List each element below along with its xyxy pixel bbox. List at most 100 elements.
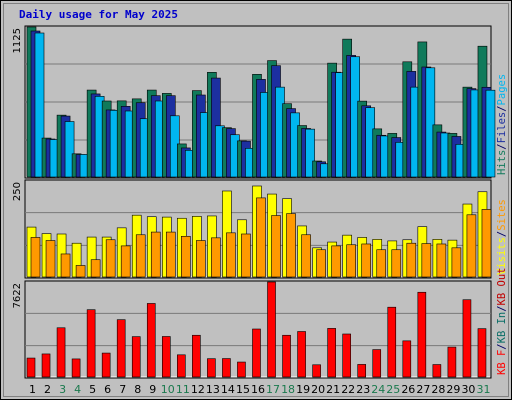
- x-tick-label-day-25: 25: [386, 383, 400, 396]
- x-tick-label-day-1: 1: [29, 383, 36, 396]
- bar-sites-day-23: [361, 243, 372, 278]
- legend-entry: Pages: [496, 74, 508, 106]
- legend-entry: Files: [496, 112, 508, 144]
- x-tick-label-day-23: 23: [356, 383, 370, 396]
- bar-sites-day-15: [241, 233, 251, 278]
- bar-sites-day-17: [271, 215, 281, 278]
- bar-kb-f-day-7: [116, 319, 126, 378]
- bar-sites-day-19: [301, 234, 311, 278]
- legend-entry: KB In: [496, 312, 508, 344]
- x-tick-label-day-4: 4: [74, 383, 81, 396]
- bar-kb-f-day-13: [207, 358, 216, 378]
- bar-sites-day-31: [481, 209, 492, 278]
- bar-kb-f-day-1: [26, 357, 36, 378]
- x-tick-label-day-20: 20: [311, 383, 325, 396]
- legend-kb: KB F/KB In/KB Out: [496, 268, 508, 376]
- bar-pages-day-31: [485, 89, 496, 178]
- bar-kb-f-day-18: [282, 334, 291, 378]
- legend-hits-files-pages: Hits/Files/Pages: [496, 74, 508, 175]
- bar-kb-f-day-20: [312, 364, 321, 378]
- y-axis-max-label: 250: [12, 182, 23, 201]
- bar-sites-day-25: [391, 249, 402, 278]
- bar-sites-day-3: [60, 253, 71, 278]
- x-tick-label-day-11: 11: [176, 383, 190, 396]
- bar-sites-day-4: [75, 265, 86, 278]
- bar-kb-f-day-14: [222, 358, 231, 378]
- x-tick-label-day-24: 24: [371, 383, 385, 396]
- bar-kb-f-day-2: [41, 353, 51, 378]
- bar-kb-f-day-23: [357, 364, 367, 378]
- x-tick-label-day-15: 15: [236, 383, 250, 396]
- y-axis-max-label: 1125: [12, 28, 23, 53]
- bar-kb-f-day-5: [86, 309, 96, 378]
- x-tick-label-day-16: 16: [251, 383, 265, 396]
- chart-panels: 1125 Hits/Files/Pages 250 Visits/Sites 7622 K…: [12, 25, 508, 379]
- bar-sites-day-12: [196, 240, 206, 278]
- bar-sites-day-2: [45, 240, 56, 278]
- bar-kb-f-day-6: [101, 352, 111, 378]
- legend-entry: KB Out: [496, 268, 508, 306]
- bar-kb-f-day-8: [131, 336, 141, 378]
- x-tick-label-day-8: 8: [134, 383, 141, 396]
- bar-sites-day-13: [211, 237, 221, 278]
- chart-title: Daily usage for May 2025: [19, 8, 178, 21]
- bar-kb-f-day-25: [387, 306, 397, 378]
- bar-sites-day-21: [331, 245, 341, 278]
- bar-kb-f-day-9: [146, 303, 156, 378]
- bar-kb-f-day-21: [327, 328, 336, 378]
- bar-kb-f-day-16: [252, 328, 261, 378]
- bar-kb-f-day-15: [237, 361, 246, 378]
- bar-pages-day-27: [425, 67, 436, 178]
- legend-visits-sites: Visits/Sites: [496, 199, 508, 275]
- bar-sites-day-27: [421, 243, 432, 278]
- bar-kb-f-day-17: [267, 281, 276, 378]
- bar-kb-f-day-24: [372, 349, 382, 378]
- bar-kb-f-day-19: [297, 331, 306, 378]
- x-tick-label-day-22: 22: [341, 383, 355, 396]
- bar-kb-f-day-26: [402, 340, 412, 378]
- bar-kb-f-day-12: [192, 334, 201, 378]
- bar-kb-f-day-4: [71, 358, 81, 378]
- x-tick-label-day-2: 2: [44, 383, 51, 396]
- panel-hits-files-pages: 1125 Hits/Files/Pages: [12, 25, 508, 179]
- bar-sites-day-11: [181, 235, 191, 278]
- legend-entry: /: [496, 105, 508, 111]
- bar-kb-f-day-29: [447, 346, 457, 378]
- x-tick-label-day-27: 27: [416, 383, 430, 396]
- bar-sites-day-5: [90, 259, 101, 278]
- x-tick-label-day-17: 17: [266, 383, 280, 396]
- x-tick-label-day-9: 9: [149, 383, 156, 396]
- bar-kb-f-day-28: [432, 364, 442, 378]
- bar-sites-day-30: [466, 214, 477, 278]
- bar-sites-day-10: [165, 231, 176, 278]
- bar-pages-day-19: [305, 128, 315, 178]
- x-tick-label-day-6: 6: [104, 383, 111, 396]
- bar-sites-day-24: [376, 249, 387, 278]
- x-axis-tick-labels: 1 2 3 4 5 6 7 8 9 10 11 12 13 14 15 16 17 18 19 20 21 22 23 24 2…: [29, 383, 490, 396]
- bar-sites-day-6: [105, 239, 116, 278]
- x-tick-label-day-13: 13: [206, 383, 220, 396]
- bar-sites-day-18: [286, 213, 296, 278]
- x-tick-label-day-28: 28: [431, 383, 445, 396]
- legend-entry: /: [496, 305, 508, 311]
- bar-kb-f-day-11: [177, 354, 186, 378]
- bar-kb-f-day-3: [56, 327, 66, 378]
- bar-sites-day-22: [346, 244, 356, 278]
- x-tick-label-day-12: 12: [191, 383, 205, 396]
- bar-kb-f-day-22: [342, 333, 351, 378]
- y-axis-max-label: 7622: [12, 283, 23, 308]
- legend-entry: KB F: [496, 350, 508, 375]
- bar-kb-f-day-30: [462, 299, 472, 378]
- chart-frame-inner: [3, 3, 509, 397]
- legend-entry: Sites: [496, 199, 508, 231]
- bar-sites-day-7: [120, 245, 131, 278]
- x-tick-label-day-7: 7: [119, 383, 126, 396]
- bar-kb-f-day-27: [417, 291, 427, 378]
- bar-kb-f-day-31: [477, 328, 487, 378]
- x-tick-label-day-19: 19: [296, 383, 310, 396]
- x-tick-label-day-30: 30: [461, 383, 475, 396]
- x-tick-label-day-5: 5: [89, 383, 96, 396]
- bar-sites-day-1: [30, 237, 41, 278]
